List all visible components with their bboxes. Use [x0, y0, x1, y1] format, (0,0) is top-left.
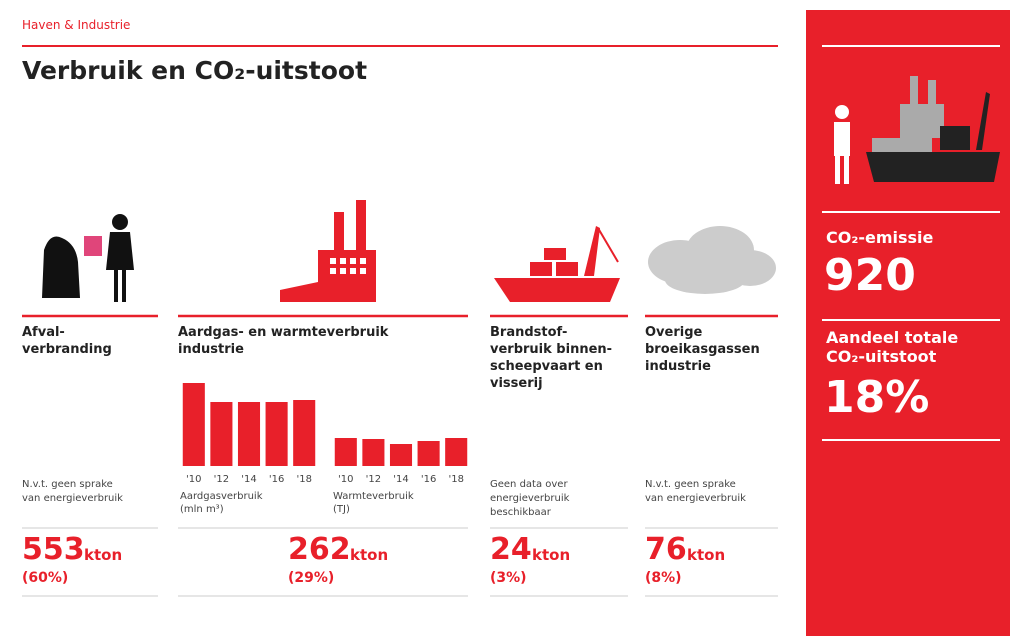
bar	[335, 438, 357, 466]
amount-unit: kton	[687, 546, 725, 564]
clouds-icon	[648, 226, 776, 294]
x-tick-label: '14	[393, 474, 408, 485]
share: (60%)	[22, 570, 68, 586]
column-title: Afval- verbranding	[22, 324, 112, 358]
amount: 76	[645, 532, 687, 567]
share: (8%)	[645, 570, 682, 586]
x-tick-label: '12	[214, 474, 229, 485]
factory-icon	[280, 200, 376, 302]
chart-label: Warmteverbruik (TJ)	[333, 490, 414, 516]
bar	[293, 400, 315, 466]
x-tick-label: '18	[448, 474, 463, 485]
share: (29%)	[288, 570, 334, 586]
panel-label: CO₂-emissie	[826, 228, 933, 247]
x-tick-label: '14	[241, 474, 256, 485]
amount-unit: kton	[84, 546, 122, 564]
column-note: Geen data over energieverbruik beschikba…	[490, 478, 569, 520]
panel-value: 18%	[824, 372, 929, 423]
x-tick-label: '10	[338, 474, 353, 485]
x-tick-label: '18	[296, 474, 311, 485]
summary-panel	[806, 10, 1010, 636]
bar	[238, 402, 260, 466]
x-tick-label: '12	[366, 474, 381, 485]
chart-label: Aardgasverbruik (mln m³)	[180, 490, 263, 516]
bar	[210, 402, 232, 466]
amount-unit: kton	[532, 546, 570, 564]
bar	[390, 444, 412, 466]
bar	[362, 439, 384, 466]
column-note: N.v.t. geen sprake van energieverbruik	[645, 478, 746, 506]
page: '10 '12 '14 '16 '18 '10 '12 '14 '16 '18 Haven & I…	[0, 0, 1012, 636]
section-label: Haven & Industrie	[22, 18, 130, 32]
share: (3%)	[490, 570, 527, 586]
amount-unit: kton	[350, 546, 388, 564]
amount: 262	[288, 532, 351, 567]
column-title: Aardgas- en warmteverbruik industrie	[178, 324, 388, 358]
amount: 553	[22, 532, 85, 567]
page-title: Verbruik en CO₂-uitstoot	[22, 56, 367, 85]
panel-value: 920	[824, 250, 916, 301]
amount: 24	[490, 532, 532, 567]
bar	[445, 438, 467, 466]
ship-icon	[494, 226, 620, 302]
column-title: Brandstof- verbruik binnen- scheepvaart …	[490, 324, 612, 392]
x-tick-label: '16	[421, 474, 436, 485]
bar	[183, 383, 205, 466]
panel-label: Aandeel totale CO₂-uitstoot	[826, 328, 958, 366]
column-note: N.v.t. geen sprake van energieverbruik	[22, 478, 123, 506]
x-tick-label: '16	[269, 474, 284, 485]
column-title: Overige broeikasgassen industrie	[645, 324, 760, 375]
waste-icon	[42, 214, 134, 302]
x-tick-label: '10	[186, 474, 201, 485]
bar	[418, 441, 440, 466]
bar	[266, 402, 288, 466]
